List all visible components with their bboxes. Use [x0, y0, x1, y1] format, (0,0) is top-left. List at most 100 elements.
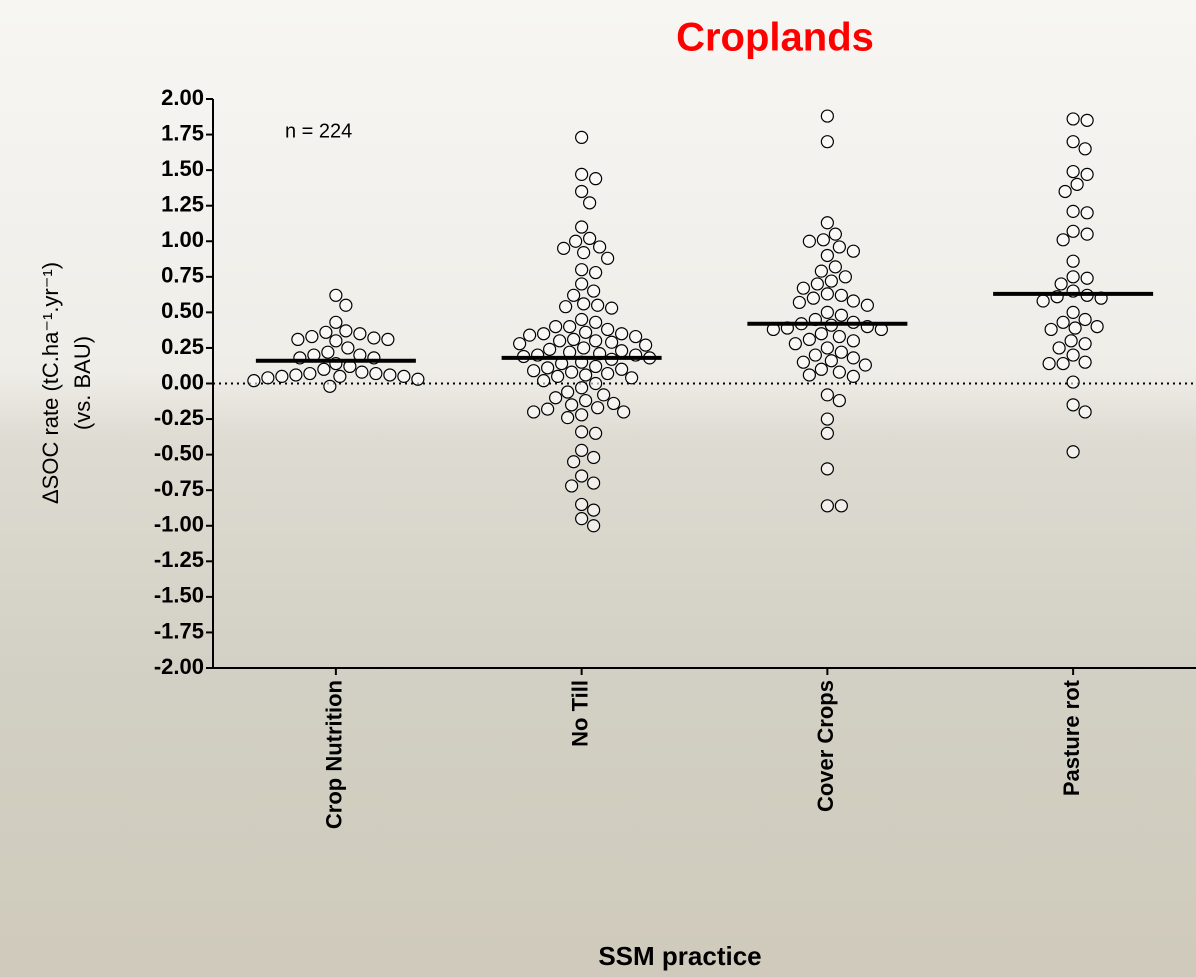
data-point: [832, 240, 846, 254]
x-axis-label: SSM practice: [598, 941, 761, 971]
data-point: [1066, 164, 1080, 179]
data-point: [810, 277, 824, 291]
data-point: [579, 393, 593, 408]
data-point: [1056, 315, 1070, 329]
data-point: [629, 329, 643, 344]
data-point: [834, 308, 848, 322]
data-point: [565, 365, 579, 379]
data-point: [591, 401, 605, 415]
data-point: [575, 277, 589, 291]
data-point: [597, 388, 611, 402]
data-point: [583, 231, 597, 246]
data-point: [575, 408, 589, 422]
data-point: [589, 359, 603, 374]
data-point: [1090, 320, 1104, 334]
data-point: [575, 469, 589, 483]
data-point: [589, 426, 603, 440]
data-point: [275, 369, 289, 383]
data-point: [575, 443, 589, 457]
data-point: [860, 298, 874, 312]
data-point: [1066, 348, 1080, 362]
data-point: [858, 358, 872, 372]
data-point: [587, 519, 601, 533]
data-point: [587, 476, 601, 490]
data-point: [607, 396, 621, 411]
data-point: [575, 497, 589, 512]
data-point: [557, 241, 571, 255]
data-point: [816, 233, 830, 247]
data-point: [583, 196, 597, 210]
data-point: [329, 315, 343, 329]
data-point: [824, 274, 838, 288]
data-point: [577, 297, 591, 311]
data-point: [575, 263, 589, 277]
data-point: [832, 329, 846, 344]
data-point: [846, 351, 860, 365]
data-point: [1044, 322, 1058, 337]
y-tick-label: -2.00: [154, 654, 204, 679]
x-tick-label: Pasture rot: [1059, 679, 1084, 796]
data-point: [341, 341, 355, 355]
data-point: [289, 368, 303, 382]
data-point: [549, 320, 563, 334]
data-point: [575, 381, 589, 395]
data-point: [1066, 112, 1080, 126]
data-point: [261, 371, 275, 385]
data-point: [788, 337, 802, 351]
data-point: [565, 479, 579, 493]
data-point: [323, 379, 337, 393]
data-point: [567, 332, 581, 347]
data-point: [820, 499, 834, 513]
data-point: [575, 167, 589, 181]
data-point: [1066, 270, 1080, 284]
data-point: [527, 364, 541, 378]
data-point: [579, 325, 593, 339]
data-point: [579, 368, 593, 382]
data-point: [625, 371, 639, 385]
data-point: [541, 361, 555, 375]
data-point: [381, 332, 395, 347]
data-point: [575, 130, 589, 145]
data-point: [565, 398, 579, 412]
data-point: [615, 362, 629, 376]
data-point: [1056, 356, 1070, 371]
data-point: [605, 301, 619, 315]
chart-title: Croplands: [676, 16, 874, 60]
data-point: [820, 341, 834, 355]
data-point: [820, 388, 834, 402]
data-point: [1058, 184, 1072, 199]
data-point: [587, 503, 601, 517]
data-point: [247, 374, 261, 388]
data-point: [834, 288, 848, 302]
data-point: [589, 265, 603, 280]
data-point: [593, 240, 607, 254]
data-point: [575, 220, 589, 234]
data-point: [541, 402, 555, 416]
data-point: [1080, 227, 1094, 241]
data-point: [561, 411, 575, 425]
data-point: [575, 184, 589, 199]
data-point: [820, 426, 834, 440]
y-tick-label: 1.25: [161, 192, 204, 217]
y-axis-label: (vs. BAU): [70, 336, 95, 430]
data-point: [589, 334, 603, 348]
data-point: [587, 284, 601, 298]
data-point: [1078, 142, 1092, 156]
data-point: [1066, 135, 1080, 149]
data-point: [820, 287, 834, 301]
data-point: [814, 362, 828, 376]
data-point: [319, 325, 333, 339]
data-point: [367, 331, 381, 345]
data-point: [575, 312, 589, 327]
data-point: [806, 291, 820, 305]
data-point: [1080, 206, 1094, 220]
data-point: [828, 260, 842, 274]
y-tick-label: 0.50: [161, 298, 204, 323]
data-point: [814, 327, 828, 341]
data-point: [828, 227, 842, 241]
data-point: [1078, 405, 1092, 419]
data-point: [575, 425, 589, 439]
